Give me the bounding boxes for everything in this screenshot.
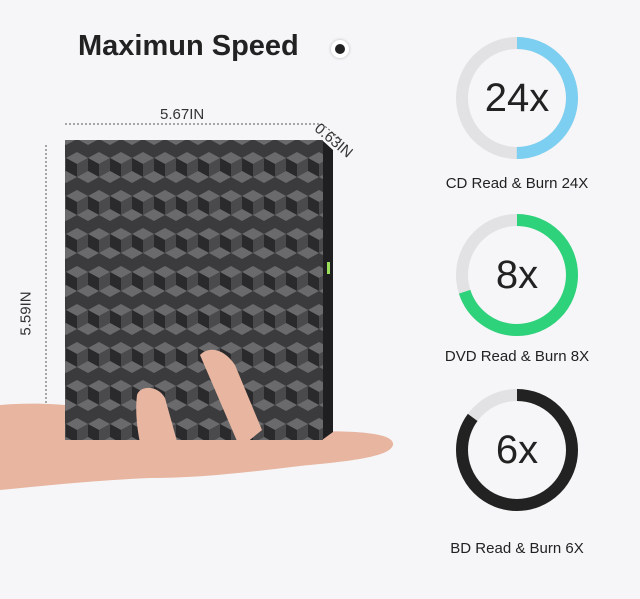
ring-progress xyxy=(456,214,578,336)
bullet-dot-icon xyxy=(331,40,349,58)
dvd-speed-value: 8x xyxy=(495,253,539,297)
bd-speed-value: 6x xyxy=(495,428,539,472)
page-title: Maximun Speed xyxy=(78,30,299,62)
optical-drive-side xyxy=(322,140,333,440)
dvd-speed-ring: 8x xyxy=(455,213,579,337)
bd-speed-label: BD Read & Burn 6X xyxy=(450,540,584,557)
optical-drive xyxy=(65,140,323,440)
cd-speed-ring: 24x xyxy=(455,36,579,160)
width-label: 5.67IN xyxy=(160,106,205,123)
ring-progress xyxy=(456,389,578,511)
ring-progress xyxy=(456,37,578,159)
height-label: 5.59IN xyxy=(17,291,35,336)
cd-speed-value: 24x xyxy=(484,76,550,120)
fingers xyxy=(136,349,262,478)
depth-dimension-line xyxy=(321,123,343,141)
dvd-speed-label: DVD Read & Burn 8X xyxy=(444,348,590,365)
led-indicator xyxy=(327,262,330,274)
cd-speed-label: CD Read & Burn 24X xyxy=(445,175,589,192)
bd-speed-ring: 6x xyxy=(455,388,579,512)
